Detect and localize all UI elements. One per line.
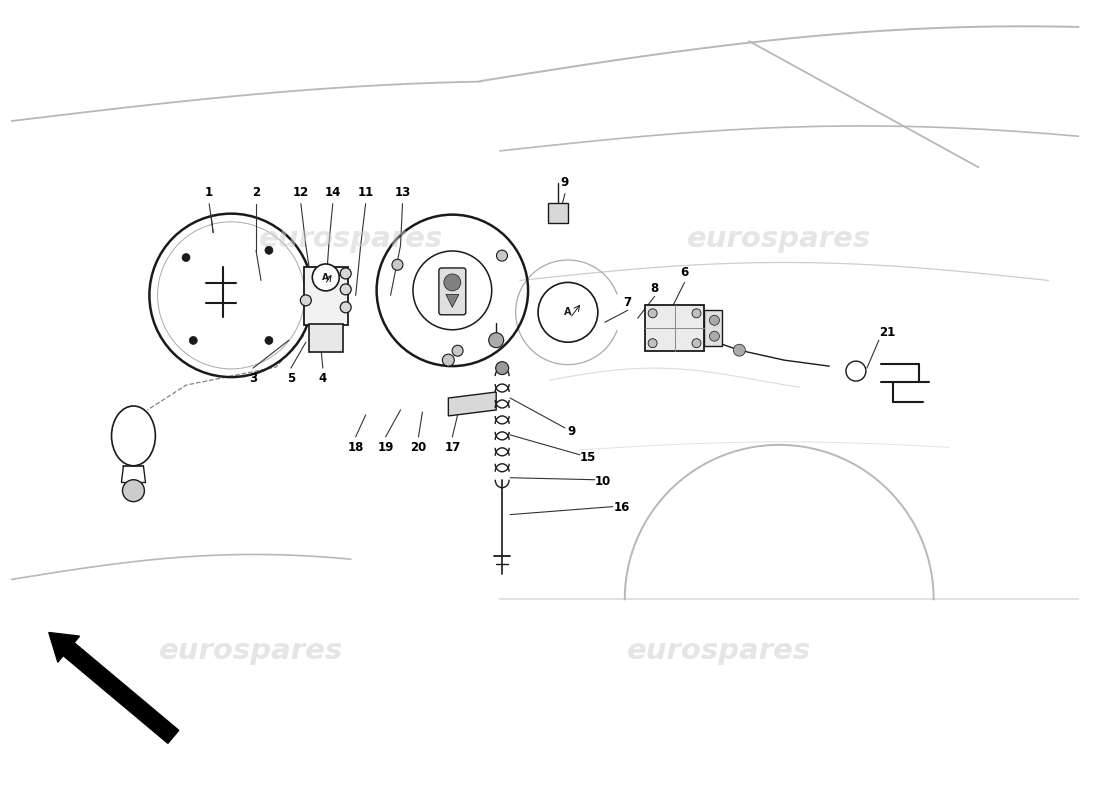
Text: 3: 3 <box>249 371 257 385</box>
FancyBboxPatch shape <box>645 306 704 351</box>
FancyBboxPatch shape <box>439 268 465 314</box>
Text: 2: 2 <box>252 186 260 199</box>
Circle shape <box>648 309 657 318</box>
Text: eurospares: eurospares <box>688 225 871 253</box>
Circle shape <box>300 295 311 306</box>
FancyBboxPatch shape <box>309 324 343 352</box>
Circle shape <box>710 331 719 342</box>
Circle shape <box>452 346 463 356</box>
Text: 9: 9 <box>561 176 569 190</box>
Text: 14: 14 <box>324 186 341 199</box>
FancyBboxPatch shape <box>704 310 723 346</box>
Ellipse shape <box>111 406 155 466</box>
Circle shape <box>496 362 508 374</box>
Text: eurospares: eurospares <box>627 637 812 665</box>
Text: 18: 18 <box>348 442 364 454</box>
Circle shape <box>710 315 719 326</box>
Text: eurospares: eurospares <box>158 637 343 665</box>
Polygon shape <box>446 294 459 307</box>
Circle shape <box>442 354 454 366</box>
Text: 13: 13 <box>395 186 410 199</box>
Circle shape <box>648 338 657 348</box>
Circle shape <box>265 337 273 345</box>
Text: 12: 12 <box>293 186 309 199</box>
Circle shape <box>734 344 746 356</box>
Circle shape <box>265 246 273 254</box>
Circle shape <box>692 309 701 318</box>
Text: eurospares: eurospares <box>258 225 443 253</box>
Text: 10: 10 <box>595 475 610 488</box>
Text: 9: 9 <box>568 426 576 438</box>
Circle shape <box>444 274 461 291</box>
Text: 20: 20 <box>410 442 427 454</box>
Text: 4: 4 <box>319 371 327 385</box>
Circle shape <box>340 302 351 313</box>
FancyBboxPatch shape <box>548 202 568 222</box>
Text: 16: 16 <box>614 501 630 514</box>
Circle shape <box>189 337 197 345</box>
Text: 11: 11 <box>358 186 374 199</box>
Circle shape <box>340 268 351 279</box>
Text: 17: 17 <box>444 442 461 454</box>
Circle shape <box>538 282 597 342</box>
FancyArrow shape <box>48 633 179 743</box>
Text: 6: 6 <box>681 266 689 279</box>
Text: A: A <box>564 307 572 318</box>
Text: 21: 21 <box>879 326 895 338</box>
Text: 5: 5 <box>287 371 295 385</box>
Text: 7: 7 <box>624 296 631 309</box>
FancyBboxPatch shape <box>304 267 348 326</box>
Polygon shape <box>449 392 496 416</box>
Circle shape <box>122 480 144 502</box>
Circle shape <box>340 284 351 295</box>
Text: 15: 15 <box>580 451 596 464</box>
Text: 8: 8 <box>650 282 659 295</box>
Text: A: A <box>322 273 329 282</box>
Circle shape <box>488 333 504 348</box>
Circle shape <box>183 254 190 262</box>
Text: 19: 19 <box>377 442 394 454</box>
Circle shape <box>692 338 701 348</box>
Circle shape <box>496 250 507 261</box>
Circle shape <box>312 264 339 291</box>
Circle shape <box>392 259 403 270</box>
Text: 1: 1 <box>205 186 213 199</box>
